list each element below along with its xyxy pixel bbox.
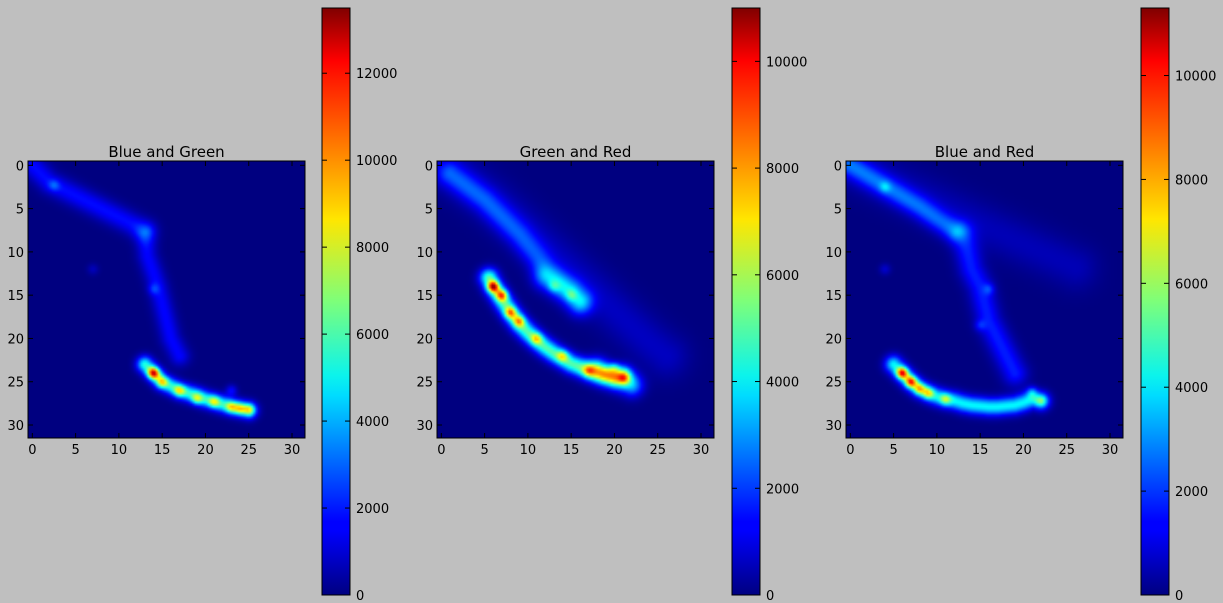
colorbar-tick-label: 2000 — [1175, 485, 1208, 500]
y-tick-label: 0 — [425, 159, 433, 174]
colorbar — [731, 7, 761, 596]
colorbar — [321, 7, 351, 596]
colorbar-tick-label: 2000 — [766, 482, 799, 497]
heatmap-image — [846, 161, 1123, 438]
y-tick-label: 25 — [416, 376, 433, 391]
x-tick-label: 15 — [972, 443, 989, 458]
colorbar-ticks: 0 2000 4000 6000 8000 10000 — [732, 55, 807, 603]
colorbar-tick-label: 6000 — [766, 269, 799, 284]
colorbar-tick-label: 12000 — [356, 67, 397, 82]
y-axis-ticks: 0 5 10 15 20 25 30 — [416, 159, 714, 434]
subplot-title: Blue and Red — [935, 143, 1034, 161]
subplot-blue-and-green: Blue and Green 0 5 10 15 20 25 30 0 5 10 15 20 25 30… — [7, 7, 397, 603]
y-tick-label: 25 — [825, 376, 842, 391]
x-tick-label: 10 — [111, 443, 128, 458]
y-tick-label: 30 — [825, 419, 842, 434]
y-tick-label: 5 — [425, 203, 433, 218]
colorbar-ticks: 0 2000 4000 6000 8000 10000 12000 — [322, 67, 397, 603]
colorbar-tick-label: 0 — [356, 589, 364, 603]
x-tick-label: 15 — [154, 443, 171, 458]
colorbar-tick-label: 8000 — [356, 241, 389, 256]
x-tick-label: 0 — [846, 443, 854, 458]
heatmap-canvas — [437, 161, 714, 438]
x-tick-label: 5 — [889, 443, 897, 458]
y-tick-label: 15 — [7, 289, 24, 304]
subplot-blue-and-red: Blue and Red 0 5 10 15 20 25 30 0 5 10 15 20 25 30 0… — [825, 7, 1216, 603]
y-tick-label: 20 — [416, 332, 433, 347]
y-tick-label: 25 — [7, 376, 24, 391]
y-tick-label: 5 — [834, 203, 842, 218]
colorbar-tick-label: 8000 — [1175, 173, 1208, 188]
x-tick-label: 25 — [240, 443, 257, 458]
y-tick-label: 20 — [7, 332, 24, 347]
y-axis-ticks: 0 5 10 15 20 25 30 — [825, 159, 1123, 434]
y-tick-label: 0 — [16, 159, 24, 174]
colorbar-ticks: 0 2000 4000 6000 8000 10000 — [1141, 70, 1216, 603]
y-axis-ticks: 0 5 10 15 20 25 30 — [7, 159, 305, 434]
y-tick-label: 5 — [16, 203, 24, 218]
y-tick-label: 30 — [416, 419, 433, 434]
x-tick-label: 30 — [693, 443, 710, 458]
x-axis-ticks: 0 5 10 15 20 25 30 — [437, 161, 709, 458]
colorbar-tick-label: 0 — [766, 589, 774, 603]
x-tick-label: 5 — [71, 443, 79, 458]
y-tick-label: 0 — [834, 159, 842, 174]
heatmap-image — [437, 161, 714, 438]
x-tick-label: 20 — [606, 443, 623, 458]
x-tick-label: 30 — [1102, 443, 1119, 458]
x-tick-label: 20 — [197, 443, 214, 458]
y-tick-label: 15 — [825, 289, 842, 304]
colorbar-tick-label: 0 — [1175, 589, 1183, 603]
x-tick-label: 0 — [437, 443, 445, 458]
y-tick-label: 20 — [825, 332, 842, 347]
y-tick-label: 10 — [825, 246, 842, 261]
subplot-green-and-red: Green and Red 0 5 10 15 20 25 30 051015202530 … — [416, 7, 807, 603]
colorbar-tick-label: 8000 — [766, 162, 799, 177]
x-tick-label: 20 — [1015, 443, 1032, 458]
x-tick-label: 30 — [284, 443, 301, 458]
subplot-title: Blue and Green — [108, 143, 224, 161]
x-tick-label: 5 — [480, 443, 488, 458]
plot-frame — [436, 160, 715, 439]
y-tick-label: 10 — [416, 246, 433, 261]
colorbar-tick-label: 4000 — [766, 376, 799, 391]
colorbar-tick-label: 10000 — [766, 55, 807, 70]
plot-frame — [27, 160, 306, 439]
y-tick-label: 30 — [7, 419, 24, 434]
x-tick-label: 0 — [28, 443, 36, 458]
colorbar-tick-label: 4000 — [1175, 381, 1208, 396]
x-axis-ticks: 0 5 10 15 20 25 30 — [846, 161, 1118, 458]
x-tick-label: 25 — [1058, 443, 1075, 458]
colorbar-tick-label: 6000 — [356, 328, 389, 343]
x-tick-label: 10 — [929, 443, 946, 458]
heatmap-canvas — [28, 161, 305, 438]
y-tick-label: 15 — [416, 289, 433, 304]
x-axis-ticks: 0 5 10 15 20 25 30 — [28, 161, 300, 458]
colorbar-tick-label: 6000 — [1175, 277, 1208, 292]
colorbar — [1140, 7, 1170, 596]
x-tick-label: 10 — [520, 443, 537, 458]
subplot-title: Green and Red — [520, 143, 632, 161]
colorbar-tick-label: 4000 — [356, 415, 389, 430]
colorbar-tick-label: 10000 — [1175, 70, 1216, 85]
colorbar-tick-label: 10000 — [356, 154, 397, 169]
heatmap-canvas — [846, 161, 1123, 438]
colorbar-tick-label: 2000 — [356, 502, 389, 517]
x-tick-label: 25 — [649, 443, 666, 458]
heatmap-image — [28, 161, 305, 438]
x-tick-label: 15 — [563, 443, 580, 458]
plot-frame — [845, 160, 1124, 439]
y-tick-label: 10 — [7, 246, 24, 261]
